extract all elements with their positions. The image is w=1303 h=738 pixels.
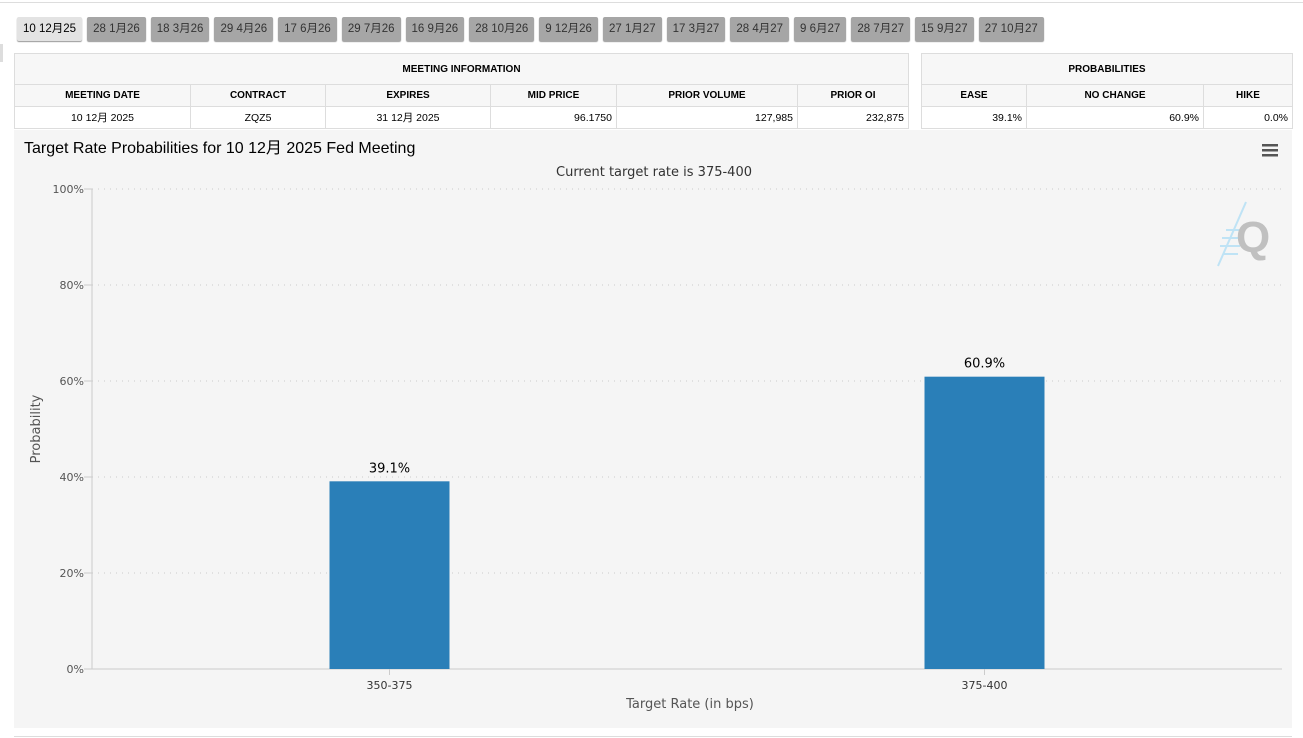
watermark-logo-icon: Q — [1217, 201, 1270, 267]
y-tick-label: 80% — [60, 279, 84, 292]
meeting-information-table: MEETING INFORMATION MEETING DATE CONTRAC… — [14, 53, 909, 129]
tab-meeting[interactable]: 29 4月26 — [214, 17, 274, 41]
hike-value: 0.0% — [1203, 106, 1293, 129]
tab-meeting[interactable]: 16 9月26 — [405, 17, 465, 41]
tab-meeting[interactable]: 9 12月26 — [539, 17, 598, 41]
tab-meeting[interactable]: 9 6月27 — [794, 17, 847, 41]
table-row: 39.1% 60.9% 0.0% — [921, 106, 1293, 129]
y-tick-label: 60% — [60, 375, 84, 388]
tab-meeting[interactable]: 28 1月26 — [87, 17, 146, 41]
y-tick-label: 100% — [53, 183, 84, 196]
tab-meeting[interactable]: 28 10月26 — [469, 17, 535, 41]
col-header: HIKE — [1203, 84, 1293, 107]
col-header: NO CHANGE — [1026, 84, 1204, 107]
tab-meeting[interactable]: 17 6月26 — [278, 17, 337, 41]
y-axis-title: Probability — [29, 394, 44, 463]
col-header: CONTRACT — [190, 84, 326, 107]
chart-subtitle: Current target rate is 375-400 — [556, 165, 752, 180]
meeting-tabs: 10 12月25 28 1月26 18 3月26 29 4月26 17 6月26 29 7… — [17, 17, 1044, 41]
prior-oi: 232,875 — [797, 106, 909, 129]
menu-icon[interactable] — [1262, 144, 1278, 157]
tab-meeting[interactable]: 28 7月27 — [851, 17, 910, 41]
probabilities-title: PROBABILITIES — [921, 53, 1293, 85]
col-header: PRIOR OI — [797, 84, 909, 107]
tab-meeting[interactable]: 15 9月27 — [915, 17, 974, 41]
no-change-value: 60.9% — [1026, 106, 1204, 129]
bar[interactable] — [924, 376, 1045, 669]
prior-volume: 127,985 — [616, 106, 798, 129]
ease-value: 39.1% — [921, 106, 1027, 129]
mid-price: 96.1750 — [490, 106, 617, 129]
data-label: 60.9% — [964, 357, 1005, 372]
y-tick-label: 20% — [60, 567, 84, 580]
tab-meeting[interactable]: 28 4月27 — [730, 17, 790, 41]
bar[interactable] — [329, 481, 450, 669]
expires: 31 12月 2025 — [325, 106, 491, 129]
bottom-divider — [14, 736, 1292, 737]
table-row: 10 12月 2025 ZQZ5 31 12月 2025 96.1750 127… — [14, 106, 909, 129]
x-tick-label: 350-375 — [367, 679, 413, 692]
data-label: 39.1% — [369, 461, 410, 476]
chart-title: Target Rate Probabilities for 10 12月 202… — [24, 140, 415, 157]
top-divider — [0, 2, 1303, 3]
meeting-date: 10 12月 2025 — [14, 106, 191, 129]
y-tick-label: 0% — [67, 663, 84, 676]
col-header: MEETING DATE — [14, 84, 191, 107]
chart-panel: Target Rate Probabilities for 10 12月 202… — [14, 130, 1292, 728]
col-header: MID PRICE — [490, 84, 617, 107]
tab-meeting[interactable]: 27 1月27 — [602, 17, 662, 41]
side-handle[interactable] — [0, 44, 3, 62]
tab-meeting[interactable]: 29 7月26 — [341, 17, 401, 41]
col-header: EASE — [921, 84, 1027, 107]
x-axis-title: Target Rate (in bps) — [625, 697, 754, 712]
col-header: PRIOR VOLUME — [616, 84, 798, 107]
meeting-information-title: MEETING INFORMATION — [14, 53, 909, 85]
y-tick-label: 40% — [60, 471, 84, 484]
tab-meeting[interactable]: 10 12月25 — [17, 17, 83, 41]
x-tick-label: 375-400 — [962, 679, 1008, 692]
contract: ZQZ5 — [190, 106, 326, 129]
col-header: EXPIRES — [325, 84, 491, 107]
tab-meeting[interactable]: 17 3月27 — [666, 17, 726, 41]
tab-meeting[interactable]: 27 10月27 — [978, 17, 1044, 41]
svg-text:Q: Q — [1236, 213, 1270, 262]
probabilities-table: PROBABILITIES EASE NO CHANGE HIKE 39.1% … — [921, 53, 1293, 129]
probability-chart: Target Rate Probabilities for 10 12月 202… — [24, 140, 1282, 712]
tab-meeting[interactable]: 18 3月26 — [150, 17, 210, 41]
